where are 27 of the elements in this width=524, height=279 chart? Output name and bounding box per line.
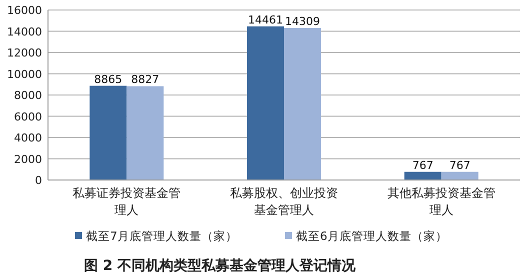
- text: 图 2 不同机构类型私募基金管理人登记情况: [84, 258, 356, 274]
- bar: [126, 86, 164, 180]
- y-tick-label: 12000: [7, 46, 42, 60]
- data-label: 767: [449, 158, 470, 172]
- y-tick-label: 6000: [14, 110, 42, 124]
- y-tick-label: 10000: [7, 68, 42, 81]
- y-tick-label: 8000: [14, 89, 42, 102]
- data-label: 14461: [248, 13, 283, 26]
- x-tick-label: 私募股权、创业投资基金管理人: [230, 186, 338, 217]
- y-tick-label: 0: [35, 174, 42, 187]
- x-tick-label: 其他私募投资基金管理人: [387, 186, 496, 217]
- bar: [284, 28, 321, 180]
- bar: [247, 26, 284, 180]
- legend-label: 截至7月底管理人数量（家）: [86, 229, 238, 243]
- y-tick-label: 14000: [7, 25, 42, 38]
- legend-label: 截至6月底管理人数量（家）: [296, 229, 448, 243]
- y-tick-label: 4000: [14, 132, 42, 144]
- data-label: 8865: [94, 72, 122, 86]
- bar: [441, 172, 478, 180]
- data-label: 767: [412, 158, 434, 172]
- bar: [90, 86, 127, 180]
- y-tick-label: 16000: [7, 4, 42, 17]
- y-tick-label: 2000: [14, 152, 42, 166]
- bar: [404, 172, 442, 180]
- data-label: 14309: [285, 14, 320, 28]
- data-label: 8827: [131, 73, 160, 86]
- x-tick-label: 私募证券投资基金管理人: [72, 186, 181, 217]
